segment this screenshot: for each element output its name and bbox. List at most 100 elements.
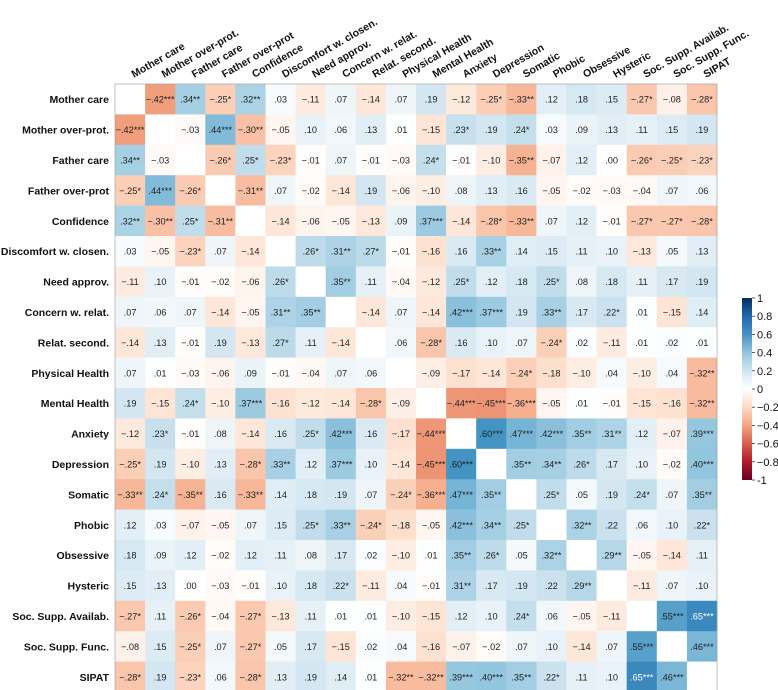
- heatmap-cell-r14-c7: [295, 479, 326, 510]
- cell-value-label-r5-c7: −.06: [302, 216, 320, 226]
- heatmap-cell-r2-c11: [416, 114, 447, 146]
- heatmap-cell-r3-c20: [686, 144, 718, 176]
- cell-value-label-r1-c13: −.25*: [480, 95, 502, 105]
- heatmap-cell-r13-c15: [536, 448, 567, 480]
- heatmap-cell-r3-c10: [385, 144, 417, 176]
- cell-value-label-r10-c1: .07: [124, 368, 137, 378]
- row-label-mental-health: Mental Health: [41, 398, 109, 410]
- heatmap-cell-r1-c4: [205, 84, 236, 115]
- cell-value-label-r20-c17: .10: [605, 672, 618, 682]
- heatmap-cell-r18-c6: [265, 600, 296, 632]
- heatmap-cell-r6-c10: [385, 236, 417, 267]
- cell-value-label-r5-c10: .09: [395, 216, 408, 226]
- heatmap-cell-r12-c1: [115, 418, 146, 450]
- heatmap-cell-r7-c2: [145, 266, 176, 298]
- heatmap-cell-r9-c14: [506, 327, 537, 358]
- cell-value-label-r17-c12: .31**: [451, 581, 471, 591]
- cell-value-label-r9-c5: −.13: [241, 338, 259, 348]
- heatmap-cell-r5-c9: [355, 205, 387, 237]
- heatmap-cell-r9-c19: [656, 327, 688, 358]
- cell-value-label-r4-c8: −.14: [332, 186, 350, 196]
- cell-value-label-r2-c3: −.03: [181, 125, 199, 135]
- heatmap-cell-r6-c17: [596, 236, 627, 267]
- heatmap-cell-r10-c6: [265, 357, 296, 389]
- colorbar-tick-label-4: 0.4: [757, 348, 772, 360]
- heatmap-cell-r20-c9: [355, 661, 387, 690]
- cell-value-label-r16-c4: −.02: [211, 551, 229, 561]
- cell-value-label-r18-c9: .01: [364, 612, 377, 622]
- cell-value-label-r9-c8: −.14: [332, 338, 350, 348]
- heatmap-cell-r2-c2: [145, 114, 176, 146]
- heatmap-cell-r14-c16: [566, 479, 597, 510]
- heatmap-cell-r19-c4: [205, 631, 236, 662]
- heatmap-cell-r13-c14: [506, 448, 537, 480]
- cell-value-label-r16-c5: .12: [244, 551, 257, 561]
- cell-value-label-r18-c13: .10: [485, 612, 498, 622]
- heatmap-cell-r14-c5: [235, 479, 266, 510]
- heatmap-cell-r17-c6: [265, 570, 296, 602]
- heatmap-cell-r18-c19: [656, 600, 688, 632]
- heatmap-cell-r16-c6: [265, 540, 296, 571]
- heatmap-cell-r12-c4: [205, 418, 236, 450]
- cell-value-label-r20-c9: .01: [364, 672, 377, 682]
- cell-value-label-r2-c10: .01: [395, 125, 408, 135]
- heatmap-cell-r16-c4: [205, 540, 236, 571]
- heatmap-cell-r14-c19: [656, 479, 688, 510]
- cell-value-label-r4-c6: .07: [274, 186, 287, 196]
- cell-value-label-r4-c13: .13: [485, 186, 498, 196]
- cell-value-label-r8-c2: .06: [154, 308, 167, 318]
- heatmap-cell-r13-c17: [596, 448, 627, 480]
- cell-value-label-r7-c8: .35**: [331, 277, 351, 287]
- cell-value-label-r17-c16: .29**: [572, 581, 592, 591]
- heatmap-cell-r2-c12: [446, 114, 477, 146]
- cell-value-label-r2-c1: −.42***: [116, 125, 145, 135]
- heatmap-cell-r1-c5: [235, 84, 266, 115]
- cell-value-label-r7-c15: .25*: [543, 277, 560, 287]
- heatmap-cell-r11-c12: [446, 388, 477, 419]
- row-label-need-approv: Need approv.: [43, 277, 109, 289]
- heatmap-cell-r9-c18: [626, 327, 658, 358]
- row-label-father-care: Father care: [52, 155, 109, 167]
- heatmap-cell-r14-c6: [265, 479, 296, 510]
- cell-value-label-r4-c5: −.31**: [238, 186, 264, 196]
- cell-value-label-r7-c9: .11: [365, 277, 377, 287]
- cell-value-label-r20-c8: .14: [334, 672, 347, 682]
- heatmap-cell-r15-c19: [656, 509, 688, 541]
- heatmap-cell-r16-c11: [416, 540, 447, 571]
- heatmap-cell-r10-c18: [626, 357, 658, 389]
- cell-value-label-r6-c11: −.16: [422, 247, 440, 257]
- heatmap-cell-r3-c13: [476, 144, 507, 176]
- heatmap-cell-r20-c15: [536, 661, 567, 690]
- heatmap-cell-r16-c3: [175, 540, 206, 571]
- heatmap-cell-r10-c12: [446, 357, 477, 389]
- heatmap-cell-r20-c2: [145, 661, 176, 690]
- heatmap-cell-r4-c3: [175, 175, 206, 206]
- heatmap-cell-r13-c12: [446, 448, 477, 480]
- cell-value-label-r5-c9: −.13: [362, 216, 380, 226]
- cell-value-label-r5-c13: −.28*: [480, 216, 502, 226]
- cell-value-label-r8-c11: −.14: [422, 308, 440, 318]
- heatmap-cell-r14-c18: [626, 479, 658, 510]
- heatmap-cell-r18-c1: [115, 600, 146, 632]
- heatmap-cell-r8-c14: [506, 296, 537, 328]
- cell-value-label-r12-c17: .31**: [602, 429, 622, 439]
- cell-value-label-r15-c1: .12: [124, 520, 137, 530]
- heatmap-cell-r11-c10: [385, 388, 417, 419]
- cell-value-label-r13-c17: .17: [605, 460, 618, 470]
- heatmap-cell-r8-c19: [656, 296, 688, 328]
- heatmap-cell-r5-c20: [686, 205, 718, 237]
- cell-value-label-r2-c17: .13: [605, 125, 618, 135]
- heatmap-border: [114, 83, 718, 690]
- heatmap-cell-r16-c20: [686, 540, 718, 571]
- heatmap-cell-r18-c12: [446, 600, 477, 632]
- cell-value-label-r19-c1: −.08: [121, 642, 139, 652]
- cell-value-label-r2-c15: .03: [545, 125, 558, 135]
- heatmap-cell-r13-c4: [205, 448, 236, 480]
- cell-value-label-r9-c20: .01: [696, 338, 709, 348]
- cell-value-label-r1-c11: .19: [425, 95, 438, 105]
- heatmap-cell-r9-c6: [265, 327, 296, 358]
- colorbar-tick-label-9: −0.6: [757, 439, 778, 451]
- heatmap-cell-r11-c13: [476, 388, 507, 419]
- heatmap-cell-r18-c16: [566, 600, 597, 632]
- cell-value-label-r19-c3: −.25*: [179, 642, 201, 652]
